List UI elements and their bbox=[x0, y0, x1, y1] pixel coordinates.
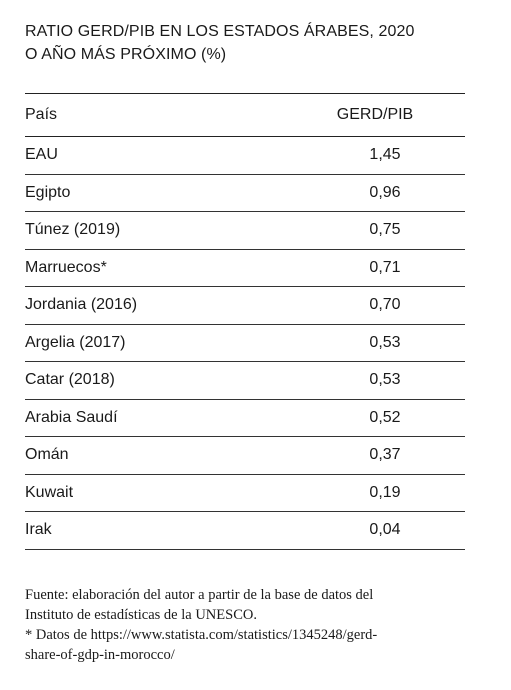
row-value: 0,52 bbox=[369, 408, 401, 426]
row-value: 0,96 bbox=[369, 183, 401, 201]
table-row: Argelia (2017) 0,53 bbox=[25, 325, 465, 362]
table-row: Catar (2018) 0,53 bbox=[25, 362, 465, 400]
row-value: 0,53 bbox=[369, 371, 401, 389]
row-value: 0,71 bbox=[369, 258, 401, 276]
row-country: Jordania (2016) bbox=[25, 296, 138, 314]
row-country: Egipto bbox=[25, 183, 71, 201]
source-line-2: Instituto de estadísticas de la UNESCO. bbox=[25, 607, 257, 623]
table-row: Marruecos* 0,71 bbox=[25, 250, 465, 287]
table-row: Arabia Saudí 0,52 bbox=[25, 400, 465, 437]
footnotes: Fuente: elaboración del autor a partir d… bbox=[25, 585, 485, 665]
row-value: 0,75 bbox=[369, 221, 401, 239]
row-value: 0,53 bbox=[369, 333, 401, 351]
row-country: EAU bbox=[25, 146, 58, 164]
table-row: Kuwait 0,19 bbox=[25, 475, 465, 512]
row-country: Catar (2018) bbox=[25, 371, 115, 389]
page-title: RATIO GERD/PIB EN LOS ESTADOS ÁRABES, 20… bbox=[25, 20, 465, 66]
row-country: Arabia Saudí bbox=[25, 408, 118, 426]
source-line-1: Fuente: elaboración del autor a partir d… bbox=[25, 587, 374, 603]
row-country: Omán bbox=[25, 446, 69, 464]
table-row: Irak 0,04 bbox=[25, 512, 465, 550]
row-value: 1,45 bbox=[369, 146, 401, 164]
title-block: RATIO GERD/PIB EN LOS ESTADOS ÁRABES, 20… bbox=[25, 20, 465, 66]
row-value: 0,37 bbox=[369, 446, 401, 464]
table-header-row: País GERD/PIB bbox=[25, 94, 465, 137]
header-value: GERD/PIB bbox=[336, 106, 414, 123]
table-row: EAU 1,45 bbox=[25, 137, 465, 175]
table-row: Egipto 0,96 bbox=[25, 175, 465, 212]
row-value: 0,19 bbox=[369, 483, 401, 501]
row-value: 0,04 bbox=[369, 521, 401, 539]
row-country: Argelia (2017) bbox=[25, 333, 126, 351]
header-country: País bbox=[25, 106, 58, 123]
row-value: 0,70 bbox=[369, 296, 401, 314]
table-row: Túnez (2019) 0,75 bbox=[25, 212, 465, 250]
row-country: Túnez (2019) bbox=[25, 221, 121, 239]
title-line-2: O AÑO MÁS PRÓXIMO (%) bbox=[25, 46, 227, 63]
title-line-1: RATIO GERD/PIB EN LOS ESTADOS ÁRABES, 20… bbox=[25, 23, 415, 40]
row-country: Kuwait bbox=[25, 483, 74, 501]
row-country: Marruecos* bbox=[25, 258, 107, 276]
table-row: Omán 0,37 bbox=[25, 437, 465, 475]
note-line-2: share-of-gdp-in-morocco/ bbox=[25, 647, 175, 663]
row-country: Irak bbox=[25, 521, 52, 539]
data-table: País GERD/PIB EAU 1,45 Egipto 0,96 Túnez… bbox=[25, 93, 465, 550]
table-row: Jordania (2016) 0,70 bbox=[25, 287, 465, 325]
note-line-1: * Datos de https://www.statista.com/stat… bbox=[25, 627, 378, 643]
